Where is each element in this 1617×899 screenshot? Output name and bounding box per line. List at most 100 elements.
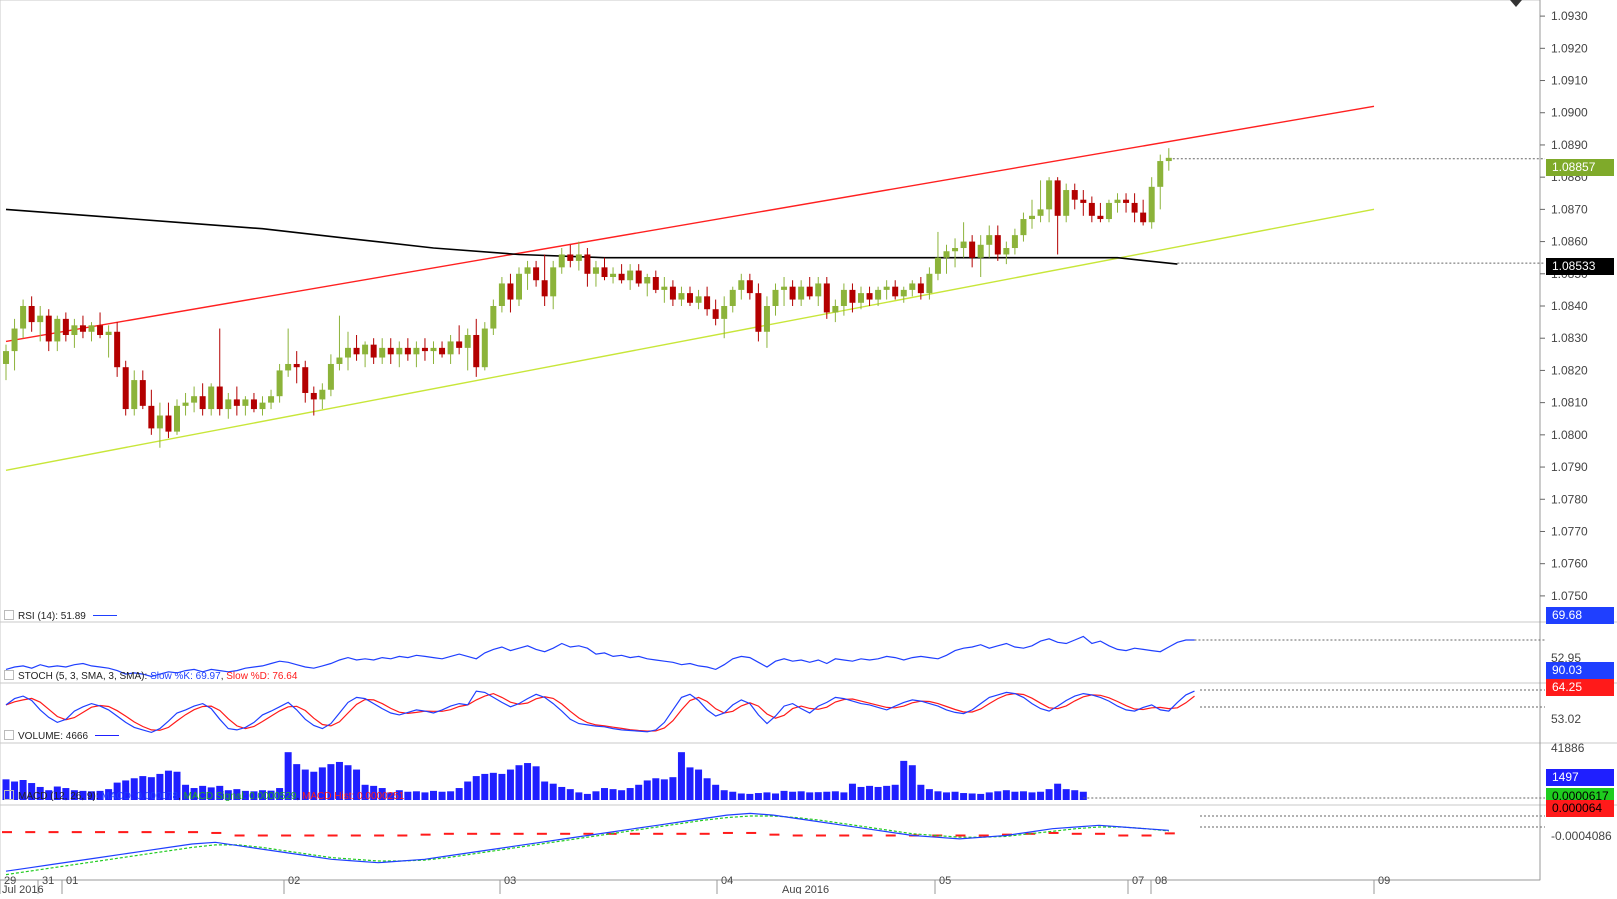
volume-bar — [720, 790, 728, 800]
volume-close-icon[interactable] — [4, 730, 14, 740]
candle — [678, 286, 685, 306]
volume-bar — [831, 791, 839, 800]
candle — [1123, 193, 1130, 213]
candle-body — [883, 286, 890, 290]
candle-body — [302, 367, 309, 393]
candle — [208, 383, 215, 416]
candle — [900, 286, 907, 303]
candle-body — [379, 347, 386, 358]
volume-bar — [421, 792, 429, 800]
candle-body — [533, 267, 540, 281]
rsi-close-icon[interactable] — [4, 610, 14, 620]
plot-frame — [0, 0, 1541, 881]
candle — [88, 322, 95, 342]
macd-close-icon[interactable] — [4, 790, 14, 800]
time-tick-label: 01 — [66, 875, 78, 887]
candle — [977, 235, 984, 278]
candle — [191, 386, 198, 413]
volume-bar — [677, 752, 685, 800]
candle — [310, 386, 317, 416]
volume-bar — [1054, 783, 1062, 800]
candle-body — [97, 325, 104, 335]
volume-bar — [224, 790, 232, 800]
candle-body — [362, 344, 369, 355]
volume-bar — [583, 793, 591, 800]
time-tick-label: 05 — [939, 875, 951, 887]
price-tick-label: 1.0860 — [1551, 235, 1588, 249]
candle-body — [909, 283, 916, 290]
candle-body — [627, 270, 634, 281]
macd-hist-bar — [862, 834, 873, 837]
candle — [182, 392, 189, 416]
candle — [319, 383, 326, 410]
candle — [823, 277, 830, 319]
candle-body — [541, 280, 548, 297]
candle — [960, 222, 967, 258]
candle — [114, 322, 121, 377]
candle-body — [139, 380, 146, 406]
candle-body — [404, 347, 411, 355]
candle-body — [1131, 202, 1138, 213]
candle — [3, 344, 9, 381]
volume-bar — [438, 791, 446, 800]
triangle-down-icon[interactable] — [1510, 0, 1522, 7]
candle — [1131, 193, 1138, 223]
volume-bar — [934, 791, 942, 800]
candle-body — [276, 370, 283, 397]
volume-bar — [618, 790, 626, 800]
volume-bar — [207, 787, 215, 800]
price-tick-label: 1.0840 — [1551, 299, 1588, 313]
candle — [1011, 228, 1018, 255]
candle-body — [678, 293, 685, 300]
volume-bar — [267, 790, 275, 800]
stoch-close-icon[interactable] — [4, 670, 14, 680]
volume-bar — [558, 786, 566, 800]
candle-body — [336, 357, 343, 364]
candle — [199, 383, 206, 416]
candle-body — [1105, 202, 1112, 220]
candle — [729, 286, 736, 313]
macd-hist-bar — [48, 831, 59, 834]
macd-hist-bar — [978, 834, 989, 837]
volume-bar — [216, 785, 224, 800]
candle-body — [1148, 186, 1155, 223]
candle — [584, 248, 591, 287]
candle-body — [618, 273, 625, 281]
candle-body — [1071, 190, 1078, 200]
volume-bar — [233, 789, 241, 800]
candle-body — [644, 277, 651, 284]
volume-bar — [395, 790, 403, 800]
volume-bar — [387, 792, 395, 800]
price-tick-label: 1.0890 — [1551, 138, 1588, 152]
stoch-label-prefix: STOCH (5, 3, SMA, 3, SMA): — [18, 671, 151, 682]
candle-body — [601, 267, 608, 278]
candle-body — [687, 293, 693, 303]
trendline — [5, 105, 1375, 343]
volume-bar — [455, 788, 463, 800]
volume-bar — [344, 765, 352, 800]
candle-body — [310, 392, 317, 400]
candle — [858, 286, 864, 310]
volume-bar — [430, 790, 437, 800]
candle — [139, 370, 146, 410]
candle-body — [473, 334, 480, 368]
volume-bar — [498, 773, 506, 800]
candle-body — [1080, 199, 1087, 203]
time-tick-label: 04 — [721, 875, 733, 887]
volume-bar — [891, 784, 899, 800]
candle — [1088, 196, 1095, 223]
candle — [1037, 180, 1044, 223]
volume-bar — [1079, 791, 1087, 800]
candle-body — [969, 241, 976, 258]
volume-bar — [900, 760, 908, 800]
rsi-title: RSI (14): 51.89 — [4, 610, 117, 622]
candle-body — [370, 344, 377, 358]
price-axis: 1.09301.09201.09101.09001.08901.08801.08… — [1540, 9, 1588, 603]
candle-body — [900, 289, 907, 297]
macd-hist-bar — [374, 834, 385, 837]
volume-bar — [506, 769, 514, 800]
candle — [302, 360, 309, 403]
candle-body — [1011, 235, 1018, 249]
volume-bar — [130, 778, 138, 800]
